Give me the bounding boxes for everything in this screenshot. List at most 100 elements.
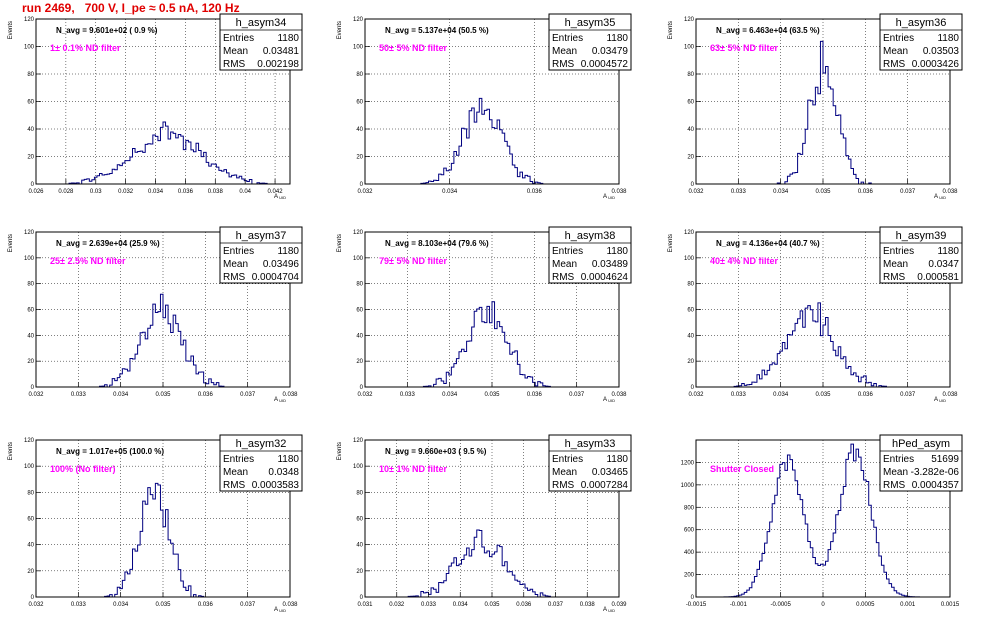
x-axis-title: A UID: [603, 194, 615, 200]
x-tick-label: 0.034: [442, 392, 458, 398]
y-tick-label: 100: [684, 256, 695, 262]
stats-box: [879, 13, 963, 71]
filter-label: 63± 5% ND filter: [710, 43, 778, 53]
y-tick-label: 800: [684, 505, 695, 511]
y-axis-title: Events: [668, 21, 674, 39]
y-tick-label: 0: [31, 595, 35, 601]
stat-label-rms: RMS: [552, 59, 575, 70]
y-tick-label: 20: [356, 155, 363, 161]
y-tick-label: 0: [31, 385, 35, 391]
y-tick-label: 100: [353, 256, 364, 262]
histogram-name: h_asym32: [236, 438, 287, 450]
stat-label-entries: Entries: [223, 246, 254, 257]
stat-mean: 0.03496: [263, 259, 300, 270]
x-tick-label: 0.032: [28, 602, 44, 608]
x-tick-label: 0.036: [178, 189, 194, 195]
histogram-name: hPed_asym: [892, 438, 950, 450]
x-tick-label: 0.037: [569, 392, 585, 398]
filter-label: Shutter Closed: [710, 464, 774, 474]
y-tick-label: 0: [360, 182, 364, 188]
x-tick-label: 0.031: [357, 602, 373, 608]
histogram-line: [36, 121, 290, 185]
y-tick-label: 80: [27, 490, 34, 496]
x-tick-label: 0.034: [773, 189, 789, 195]
n-avg-label: N_avg = 9.601e+02 ( 0.9 %): [56, 26, 158, 35]
stat-label-mean: Mean: [883, 46, 908, 57]
y-axis-title: Events: [337, 21, 343, 39]
stat-label-rms: RMS: [223, 480, 246, 491]
y-tick-label: 1000: [681, 483, 695, 489]
y-tick-label: 20: [356, 359, 363, 365]
x-tick-label: 0.035: [155, 392, 171, 398]
x-tick-label: 0.038: [942, 392, 958, 398]
stats-box: [879, 434, 963, 492]
filter-label: 100% (No filter): [50, 464, 116, 474]
x-tick-label: 0.037: [240, 602, 256, 608]
stat-mean: 0.03481: [263, 46, 300, 57]
panel-hPed_asym: -0.0015 -0.001 -0.0005 0 0.0005 0.001 0.0015 0 2…: [681, 434, 963, 608]
stat-label-rms: RMS: [223, 272, 246, 283]
stats-box: [548, 434, 632, 492]
x-tick-label: 0.036: [516, 602, 532, 608]
stat-rms: 0.0004624: [581, 272, 629, 283]
stat-label-mean: Mean: [552, 467, 577, 478]
histogram-name: h_asym34: [236, 17, 287, 29]
x-tick-label: 0.038: [611, 189, 627, 195]
x-tick-label: 0.026: [28, 189, 44, 195]
x-tick-label: -0.001: [730, 602, 748, 608]
x-tick-label: 0.036: [198, 392, 214, 398]
y-tick-label: 60: [27, 308, 34, 314]
y-tick-label: 20: [356, 569, 363, 575]
x-tick-label: 0.03: [90, 189, 102, 195]
x-axis-title: A UID: [274, 607, 286, 613]
stat-rms: 0.0004704: [252, 272, 300, 283]
x-tick-label: 0.034: [442, 189, 458, 195]
stat-label-mean: Mean: [883, 259, 908, 270]
x-tick-label: 0.033: [421, 602, 437, 608]
y-tick-label: 20: [687, 155, 694, 161]
stat-label-entries: Entries: [552, 33, 583, 44]
stat-label-entries: Entries: [223, 454, 254, 465]
x-tick-label: 0.037: [240, 392, 256, 398]
stats-box: [548, 226, 632, 284]
x-tick-label: 0.032: [28, 392, 44, 398]
stat-entries: 1180: [937, 246, 959, 257]
stat-rms: 0.0004572: [581, 59, 629, 70]
stat-label-entries: Entries: [223, 33, 254, 44]
panel-h_asym36: 0.032 0.033 0.034 0.035 0.036 0.037 0.038 0 20 40…: [668, 13, 963, 200]
x-tick-label: 0.032: [357, 189, 373, 195]
x-tick-label: 0.036: [858, 392, 874, 398]
x-tick-label: 0.032: [688, 392, 704, 398]
y-tick-label: 0: [360, 385, 364, 391]
y-axis-title: Events: [337, 234, 343, 252]
y-tick-label: 100: [684, 45, 695, 51]
x-tick-label: 0.038: [580, 602, 596, 608]
stats-box: [879, 226, 963, 284]
stat-mean: 0.0347: [928, 259, 959, 270]
y-tick-label: 100: [24, 256, 35, 262]
histogram-line: [365, 301, 619, 388]
x-tick-label: 0.035: [484, 602, 500, 608]
stat-rms: 0.0003583: [252, 480, 300, 491]
stat-entries: 1180: [937, 33, 959, 44]
stat-label-entries: Entries: [552, 454, 583, 465]
histogram-name: h_asym36: [896, 17, 947, 29]
x-tick-label: 0.036: [198, 602, 214, 608]
y-tick-label: 120: [24, 17, 35, 23]
x-tick-label: 0.035: [155, 602, 171, 608]
stat-label-mean: Mean: [552, 259, 577, 270]
y-tick-label: 120: [353, 230, 364, 236]
x-tick-label: 0.035: [815, 189, 831, 195]
y-axis-title: Events: [8, 234, 14, 252]
y-tick-label: 600: [684, 528, 695, 534]
x-tick-label: 0.032: [389, 602, 405, 608]
stat-rms: 0.0003426: [912, 59, 960, 70]
panel-h_asym35: 0.032 0.034 0.036 0.038 0 20 40 60 80 100 120 Event…: [337, 13, 632, 200]
n-avg-label: N_avg = 9.660e+03 ( 9.5 %): [385, 447, 487, 456]
x-tick-label: 0.034: [148, 189, 164, 195]
y-tick-label: 80: [687, 282, 694, 288]
x-tick-label: 0.038: [611, 392, 627, 398]
x-tick-label: 0.028: [58, 189, 74, 195]
n-avg-label: N_avg = 6.463e+04 (63.5 %): [716, 26, 820, 35]
stat-label-rms: RMS: [552, 272, 575, 283]
